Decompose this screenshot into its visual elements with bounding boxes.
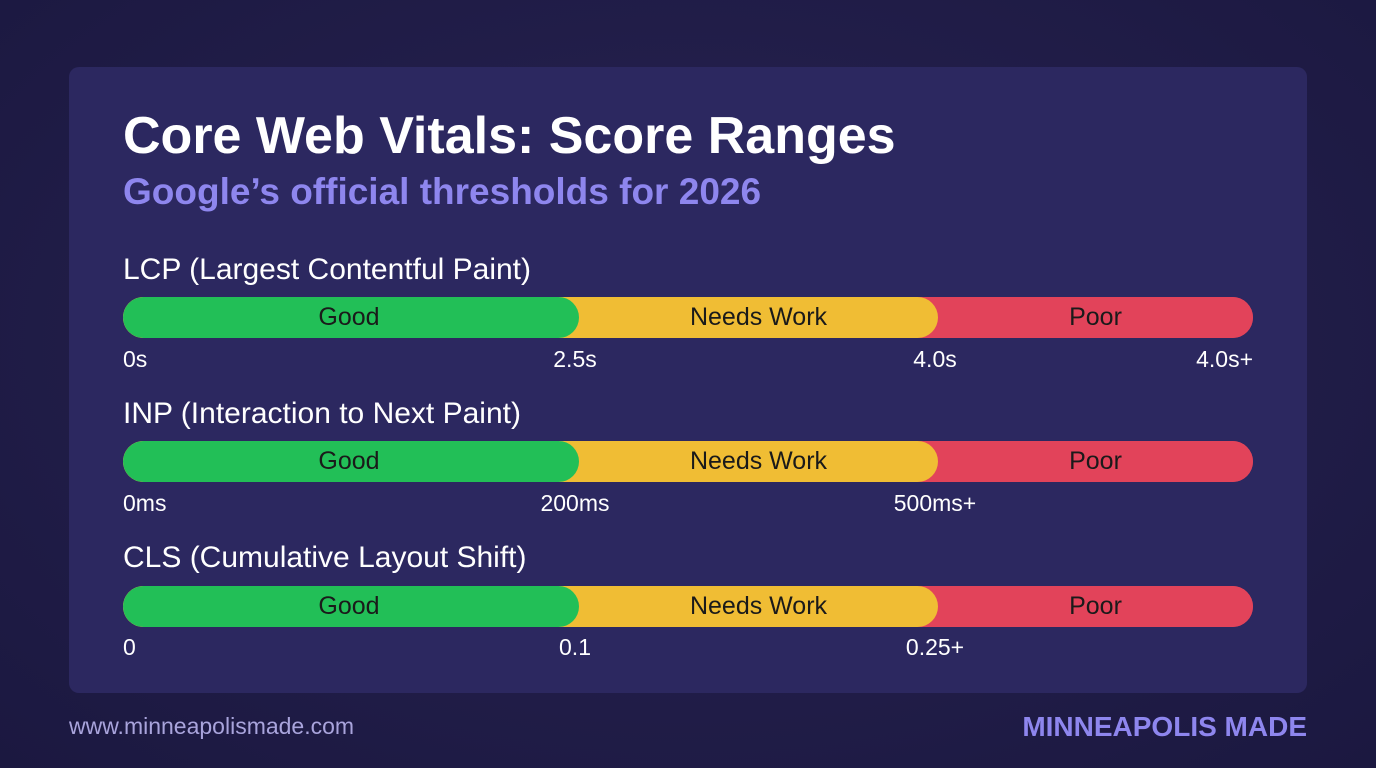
footer-url: www.minneapolismade.com <box>69 713 355 739</box>
segment-good: Good <box>123 297 579 338</box>
footer-brand: MINNEAPOLIS MADE <box>1022 711 1307 742</box>
segment-label: Poor <box>1069 303 1122 331</box>
page-title: Core Web Vitals: Score Ranges <box>123 107 896 165</box>
segment-label: Good <box>318 592 380 620</box>
tick-label: 0.1 <box>559 634 591 660</box>
range-bar-lcp: Poor Needs Work Good <box>123 297 1253 338</box>
tick-label: 0ms <box>123 490 167 516</box>
segment-label: Needs Work <box>689 303 828 331</box>
range-bar-inp: Poor Needs Work Good <box>123 441 1253 482</box>
range-bar-cls: Poor Needs Work Good <box>123 586 1253 627</box>
tick-label: 4.0s <box>913 346 957 372</box>
segment-label: Poor <box>1069 592 1122 620</box>
segment-label: Poor <box>1069 447 1122 475</box>
metric-label-cls: CLS (Cumulative Layout Shift) <box>123 541 527 574</box>
tick-label: 0 <box>123 634 136 660</box>
segment-label: Good <box>318 447 380 475</box>
segment-label: Needs Work <box>689 592 828 620</box>
segment-good: Good <box>123 441 579 482</box>
tick-label: 0.25+ <box>905 634 965 660</box>
page-subtitle: Google’s official thresholds for 2026 <box>123 171 762 212</box>
metric-label-lcp: LCP (Largest Contentful Paint) <box>123 253 532 286</box>
metric-label-inp: INP (Interaction to Next Paint) <box>123 397 521 430</box>
segment-label: Good <box>318 303 380 331</box>
segment-good: Good <box>123 586 579 627</box>
tick-label: 200ms <box>540 490 610 516</box>
tick-label: 500ms+ <box>893 490 977 516</box>
segment-label: Needs Work <box>689 447 828 475</box>
tick-label: 4.0s+ <box>1196 346 1253 372</box>
tick-label: 0s <box>123 346 148 372</box>
tick-label: 2.5s <box>553 346 597 372</box>
